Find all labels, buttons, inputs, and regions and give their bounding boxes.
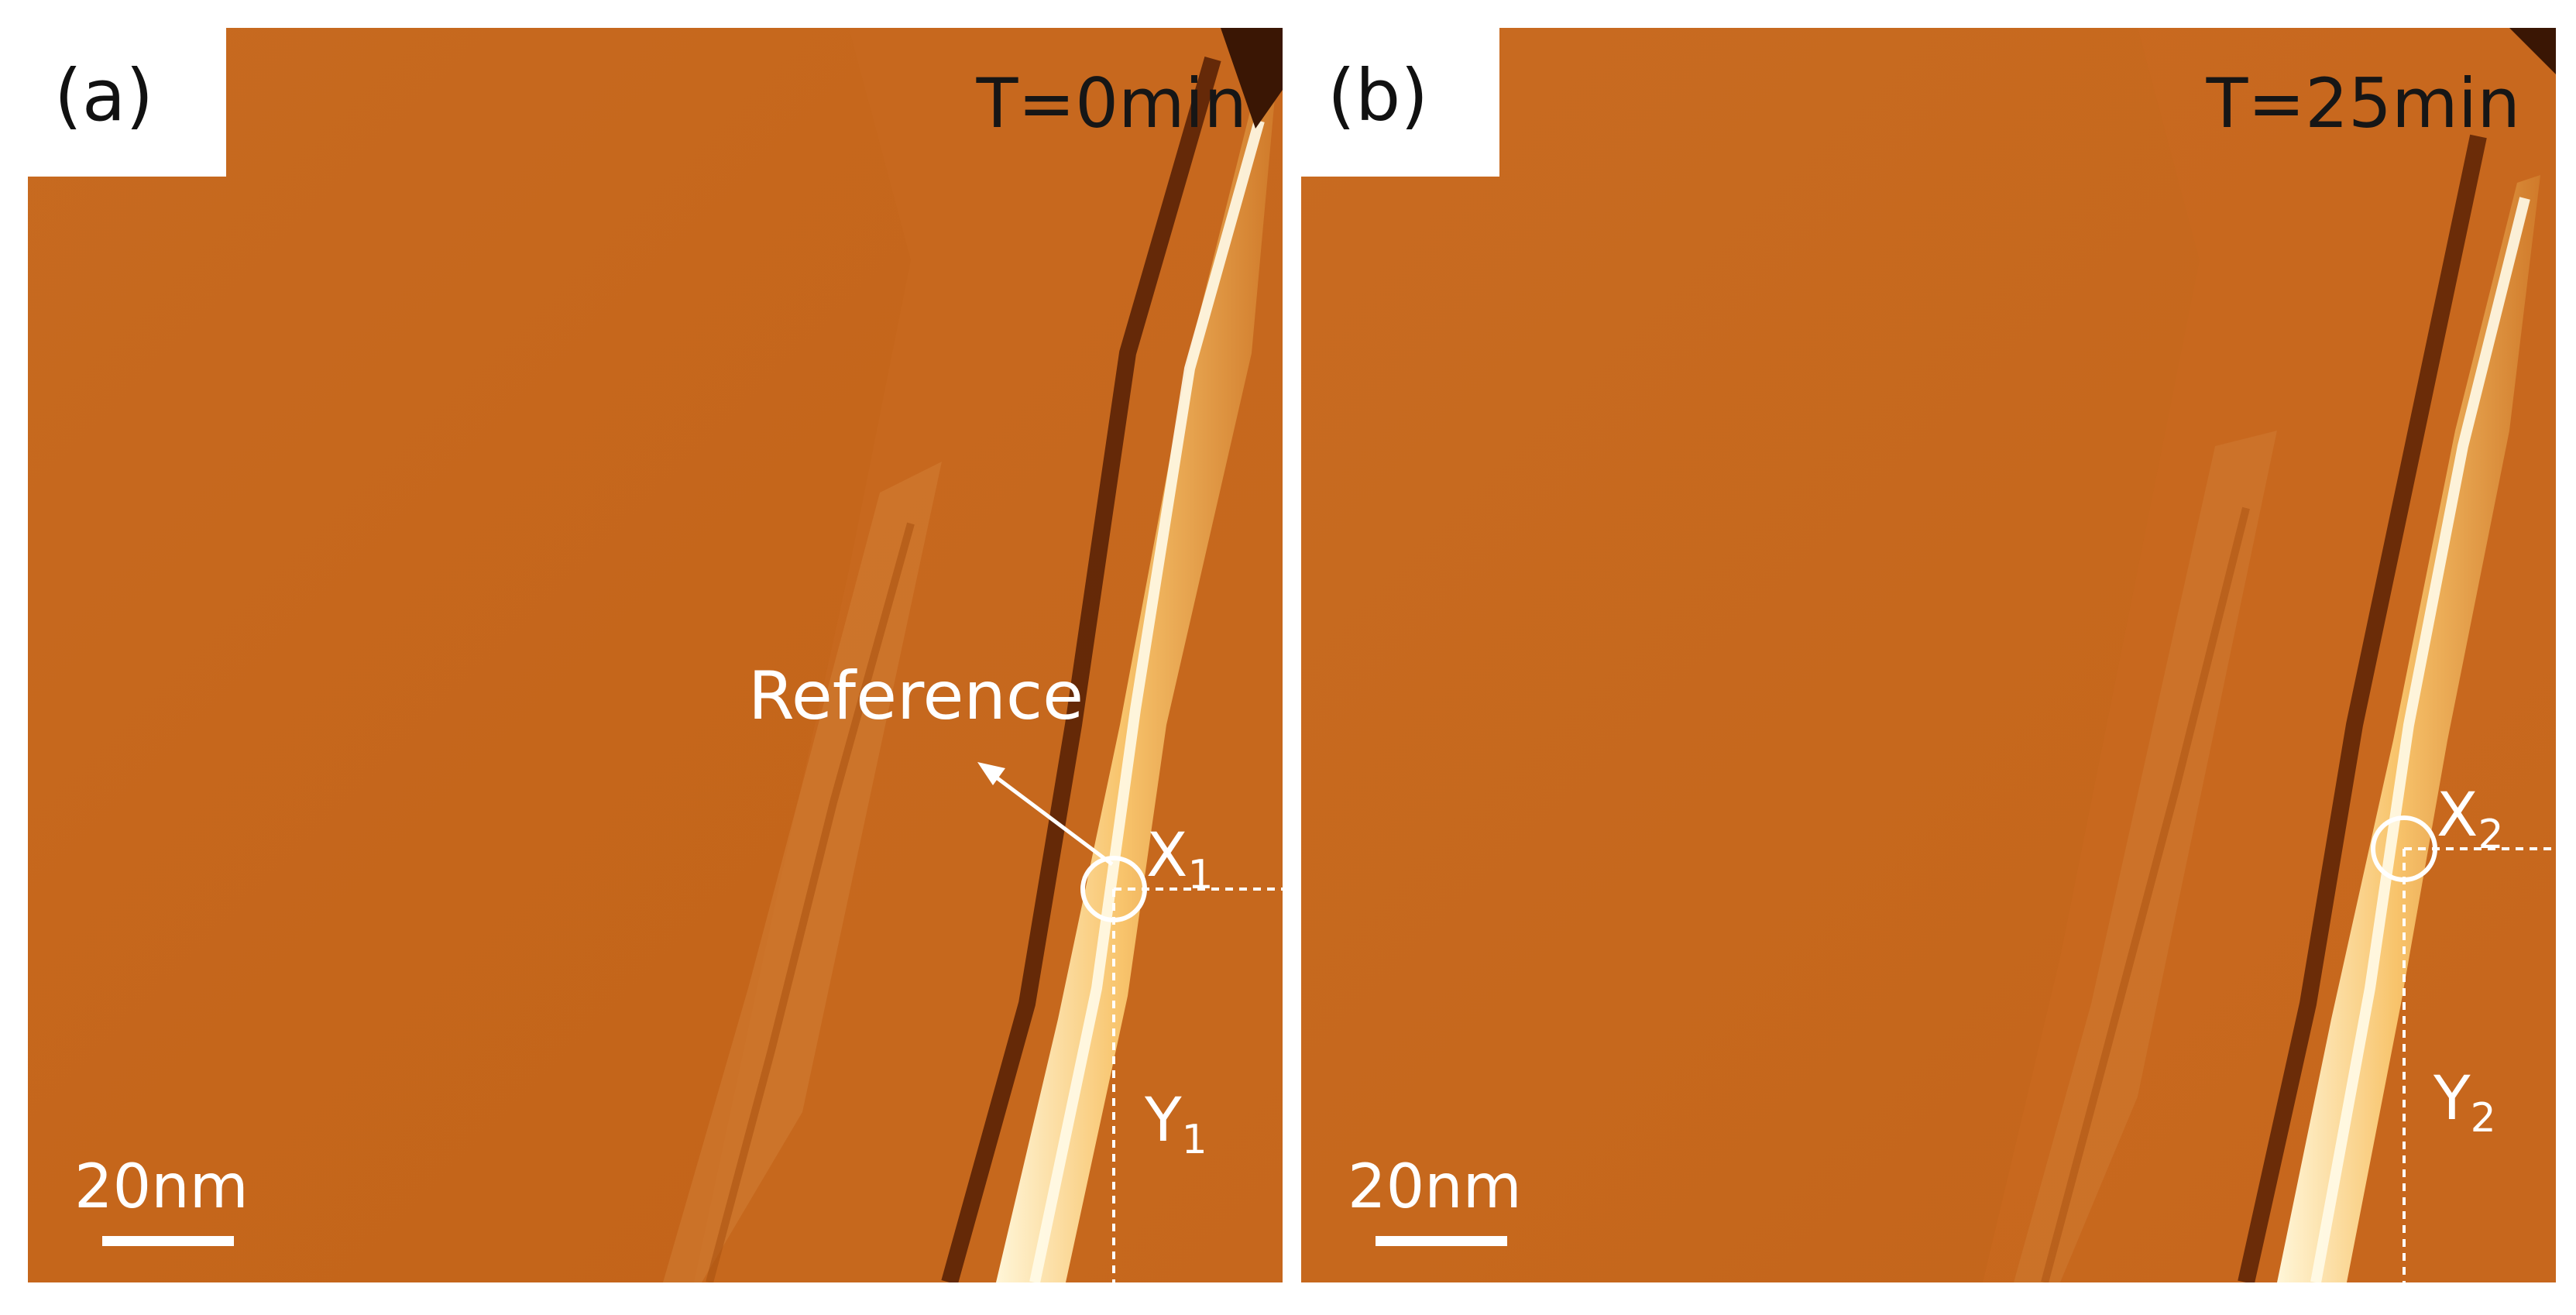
arrow-head-icon [977,762,1005,785]
scale-bar [1376,1236,1507,1246]
panel-label: (b) [1327,54,1429,137]
y-letter: Y [1145,1086,1182,1155]
y-subscript: 2 [2470,1095,2496,1142]
y2-label: Y2 [2433,1069,2496,1138]
annotation-overlay-b [2371,815,2556,1282]
reference-arrow [987,770,1114,866]
reference-label: Reference [748,658,1084,735]
panel-label: (a) [54,54,154,137]
annotation-overlay-a [977,762,1283,1282]
x-subscript: 1 [1187,852,1214,898]
timestamp-label: T=25min [2206,64,2520,143]
x-letter: X [1146,821,1188,891]
afm-image-b [1301,28,2556,1282]
scale-bar-label: 20nm [74,1152,249,1222]
x1-label: X1 [1146,826,1214,895]
y-letter: Y [2433,1064,2471,1134]
afm-image-a [28,28,1283,1282]
scale-bar-label: 20nm [1348,1152,1522,1222]
panel-label-box: (b) [1301,28,1499,177]
panel-label-box: (a) [28,28,226,177]
scale-bar [102,1236,234,1246]
y1-label: Y1 [1145,1090,1207,1160]
timestamp-label: T=0min [976,64,1247,143]
x-letter: X [2437,781,2478,850]
x2-label: X2 [2437,785,2504,855]
x-subscript: 2 [2478,812,2504,858]
afm-image-panel-a: (a) T=0min Reference X1 Y1 20nm [28,28,1283,1282]
y-subscript: 1 [1181,1117,1207,1163]
afm-image-panel-b: (b) T=25min X2 Y2 20nm [1301,28,2556,1282]
